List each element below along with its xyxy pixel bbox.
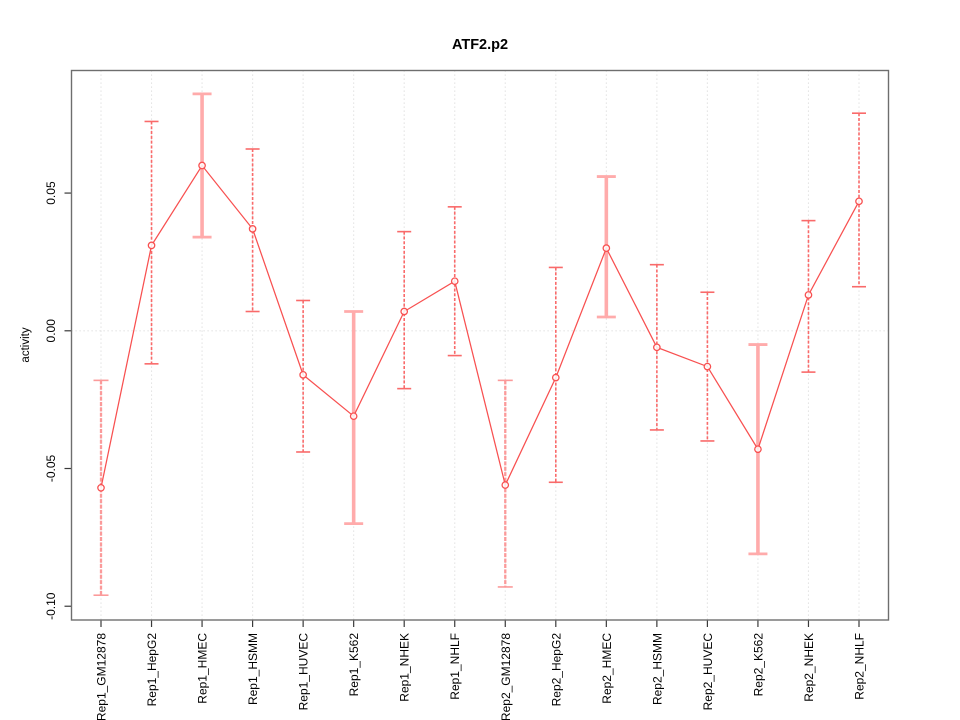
data-point bbox=[198, 161, 206, 170]
x-tick-label: Rep1_HUVEC bbox=[297, 633, 311, 711]
x-tick-label: Rep1_K562 bbox=[347, 633, 361, 697]
x-tick-label: Rep1_HSMM bbox=[246, 633, 260, 705]
x-tick-label: Rep2_GM12878 bbox=[499, 633, 513, 720]
series-line bbox=[100, 164, 860, 488]
data-point bbox=[551, 373, 560, 382]
plot-content: 0.05 0.00 -0.05 -0.10 Rep1_GM12878 Rep1_HepG2… bbox=[44, 69, 890, 720]
data-point bbox=[97, 483, 105, 492]
x-tick-label: Rep2_HMEC bbox=[600, 633, 614, 704]
data-point bbox=[147, 241, 156, 250]
data-point bbox=[804, 291, 813, 299]
x-tick-label: Rep1_GM12878 bbox=[95, 633, 109, 720]
x-tick-label: Rep1_NHEK bbox=[398, 633, 412, 702]
x-tick-label: Rep1_NHLF bbox=[448, 633, 462, 700]
x-tick-label: Rep2_HepG2 bbox=[549, 633, 563, 707]
data-point bbox=[248, 225, 257, 233]
x-tick-label: Rep1_HMEC bbox=[196, 633, 210, 704]
data-point bbox=[501, 481, 510, 489]
plot-border bbox=[70, 69, 890, 621]
y-tick-label: -0.05 bbox=[44, 455, 58, 483]
chart-title: ATF2.p2 bbox=[452, 37, 508, 53]
x-tick-label: Rep2_K562 bbox=[751, 633, 765, 697]
x-tick-label: Rep2_HSMM bbox=[650, 633, 664, 705]
data-point bbox=[602, 244, 611, 253]
data-point bbox=[653, 343, 661, 352]
data-point bbox=[450, 277, 459, 286]
x-tick-label: Rep2_NHEK bbox=[802, 633, 816, 702]
data-point bbox=[703, 362, 712, 371]
y-tick-label: 0.00 bbox=[44, 319, 58, 343]
x-tick-label: Rep2_HUVEC bbox=[701, 633, 715, 711]
data-point bbox=[855, 197, 863, 206]
x-tick-label: Rep2_NHLF bbox=[853, 633, 867, 700]
data-point bbox=[349, 412, 358, 421]
data-point bbox=[400, 307, 409, 316]
y-tick-label: 0.05 bbox=[44, 181, 58, 205]
y-tick-label: -0.10 bbox=[44, 592, 58, 620]
data-point bbox=[299, 371, 307, 379]
x-tick-label: Rep1_HepG2 bbox=[145, 633, 159, 707]
y-axis-label: activity bbox=[20, 327, 32, 362]
data-point bbox=[754, 445, 762, 454]
